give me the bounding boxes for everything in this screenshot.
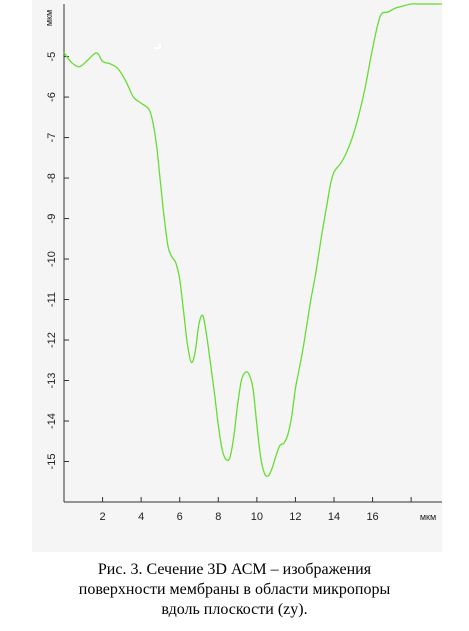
plot-panel: -5 -6 -7 -8 -9 -10 -11 -12 -13 -14 -15 2 4 6 8 10 12 14 16…	[32, 0, 442, 552]
y-tick-label: -6	[46, 92, 58, 102]
x-tick-label: 6	[177, 511, 183, 523]
x-tick-label: 4	[138, 511, 144, 523]
line-chart: -5 -6 -7 -8 -9 -10 -11 -12 -13 -14 -15 2 4 6 8 10 12 14 16…	[44, 3, 442, 523]
y-tick-label: -11	[46, 292, 58, 307]
series-layer	[63, 3, 442, 477]
caption-line-1: Рис. 3. Сечение 3D АСМ – изображения	[97, 561, 372, 578]
y-tick-label: -14	[46, 413, 58, 429]
ticks: -5 -6 -7 -8 -9 -10 -11 -12 -13 -14 -15 2 4 6 8 10 12 14 16	[46, 52, 412, 523]
y-tick-label: -10	[46, 251, 58, 267]
artifact-mark	[154, 44, 161, 49]
y-tick-label: -12	[46, 332, 58, 348]
figure-caption: Рис. 3. Сечение 3D АСМ – изображения пов…	[0, 560, 469, 620]
series-line-profile	[63, 3, 442, 477]
caption-line-2: поверхности мембраны в области микропоры	[78, 581, 391, 598]
axes	[63, 4, 442, 503]
x-tick-label: 8	[215, 511, 221, 523]
y-tick-label: -9	[46, 214, 58, 224]
x-tick-label: 14	[328, 511, 340, 523]
y-axis-unit-label: мкм	[44, 10, 54, 26]
x-tick-label: 12	[289, 511, 301, 523]
x-tick-label: 10	[251, 511, 263, 523]
caption-line-3: вдоль плоскости (zy).	[161, 601, 308, 618]
y-tick-label: -15	[46, 454, 58, 470]
y-tick-label: -13	[46, 373, 58, 389]
y-tick-label: -5	[46, 52, 58, 62]
y-tick-label: -8	[46, 173, 58, 183]
x-tick-label: 2	[100, 511, 106, 523]
x-axis-unit-label: мкм	[420, 512, 436, 522]
x-tick-label: 16	[366, 511, 378, 523]
y-tick-label: -7	[46, 133, 58, 143]
